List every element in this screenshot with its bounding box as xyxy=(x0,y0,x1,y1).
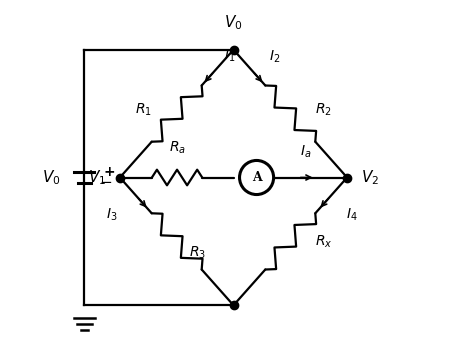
Text: A: A xyxy=(252,171,262,184)
Text: $R_2$: $R_2$ xyxy=(315,102,332,118)
Text: $V_2$: $V_2$ xyxy=(361,168,379,187)
Text: −: − xyxy=(99,175,113,190)
Text: $R_3$: $R_3$ xyxy=(189,245,206,261)
Text: $V_1$: $V_1$ xyxy=(87,168,106,187)
Text: $V_0$: $V_0$ xyxy=(224,13,243,32)
Text: $I_4$: $I_4$ xyxy=(346,207,357,223)
Text: $V_0$: $V_0$ xyxy=(42,168,60,187)
Text: $I_a$: $I_a$ xyxy=(300,143,311,160)
Text: $I_3$: $I_3$ xyxy=(106,207,118,223)
Text: $R_1$: $R_1$ xyxy=(135,102,152,118)
Text: +: + xyxy=(103,165,115,179)
Circle shape xyxy=(240,160,274,195)
Text: $I_1$: $I_1$ xyxy=(224,47,235,64)
Text: $I_2$: $I_2$ xyxy=(269,49,281,65)
Text: $R_a$: $R_a$ xyxy=(169,140,185,156)
Text: $R_x$: $R_x$ xyxy=(315,233,333,250)
